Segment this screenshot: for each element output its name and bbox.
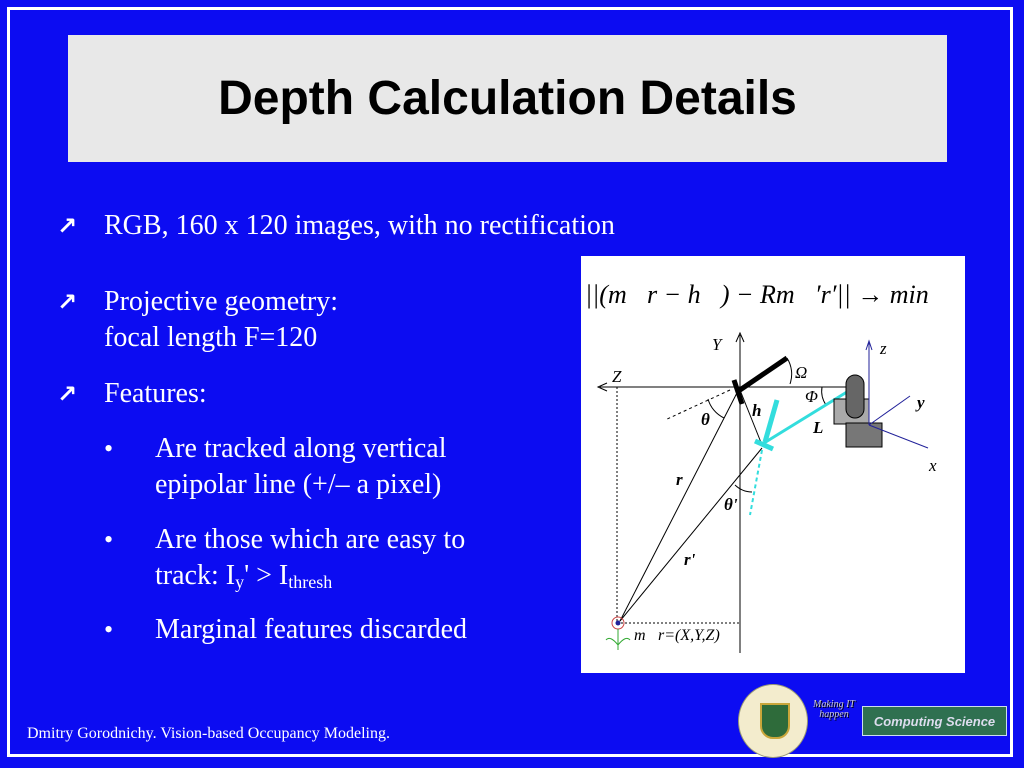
bullet-projective: Projective geometry: xyxy=(104,286,339,317)
label-omega: Ω xyxy=(795,363,807,382)
slide-frame xyxy=(7,7,1013,757)
bullet-rgb: RGB, 160 x 120 images, with no rectifica… xyxy=(104,210,615,241)
sub-bullet-marginal: Marginal features discarded xyxy=(155,614,468,645)
sub-bullet-dot: • xyxy=(104,525,114,554)
label-Z: Z xyxy=(612,367,622,386)
sub-bullet-tracked-2: epipolar line (+/– a pixel) xyxy=(155,469,442,500)
cyan-arrows xyxy=(749,385,856,516)
label-h: h xyxy=(752,401,761,420)
bullet-focal: focal length F=120 xyxy=(104,322,318,353)
sub-bullet-easy-1: Are those which are easy to xyxy=(155,524,466,555)
sub-bullet-dot: • xyxy=(104,615,114,644)
sub-bullet-easy-2: track: Iy' > Ithresh xyxy=(155,560,333,592)
camera xyxy=(833,374,883,448)
label-Y: Y xyxy=(712,335,723,354)
bullet-arrow-icon: ↗ xyxy=(57,380,78,408)
label-phi: Φ xyxy=(805,387,818,406)
mirror xyxy=(735,355,789,395)
label-theta-prime: θ' xyxy=(724,495,738,514)
label-y: y xyxy=(915,393,925,412)
computing-science-logo: Computing Science xyxy=(862,706,1007,736)
title-box: Depth Calculation Details xyxy=(68,35,947,162)
label-theta: θ xyxy=(701,410,710,429)
camera-axes xyxy=(865,339,929,449)
label-L: L xyxy=(812,418,823,437)
geometry-figure: ||(m⃗r − h⃗) − Rm⃗′r′|| → min Y Z xyxy=(581,256,965,673)
axes xyxy=(596,331,853,653)
label-point: m⃗r=(X,Y,Z) xyxy=(634,627,720,644)
bullet-features: Features: xyxy=(104,378,207,409)
formula: ||(m⃗r − h⃗) − Rm⃗′r′|| → min xyxy=(585,280,929,309)
sub-bullet-tracked-1: Are tracked along vertical xyxy=(155,433,447,464)
slogan-logo: Making IT happen xyxy=(813,699,855,720)
slide-title: Depth Calculation Details xyxy=(218,72,797,125)
footer-text: Dmitry Gorodnichy. Vision-based Occupanc… xyxy=(27,725,390,742)
flower-icon xyxy=(605,616,631,650)
label-z: z xyxy=(879,339,887,358)
university-seal-logo xyxy=(738,684,808,758)
bullet-arrow-icon: ↗ xyxy=(57,288,78,316)
label-r: r xyxy=(676,470,683,489)
sub-bullet-dot: • xyxy=(104,434,114,463)
label-r-prime: r' xyxy=(684,550,696,569)
bullet-arrow-icon: ↗ xyxy=(57,212,78,240)
label-x: x xyxy=(928,456,937,475)
